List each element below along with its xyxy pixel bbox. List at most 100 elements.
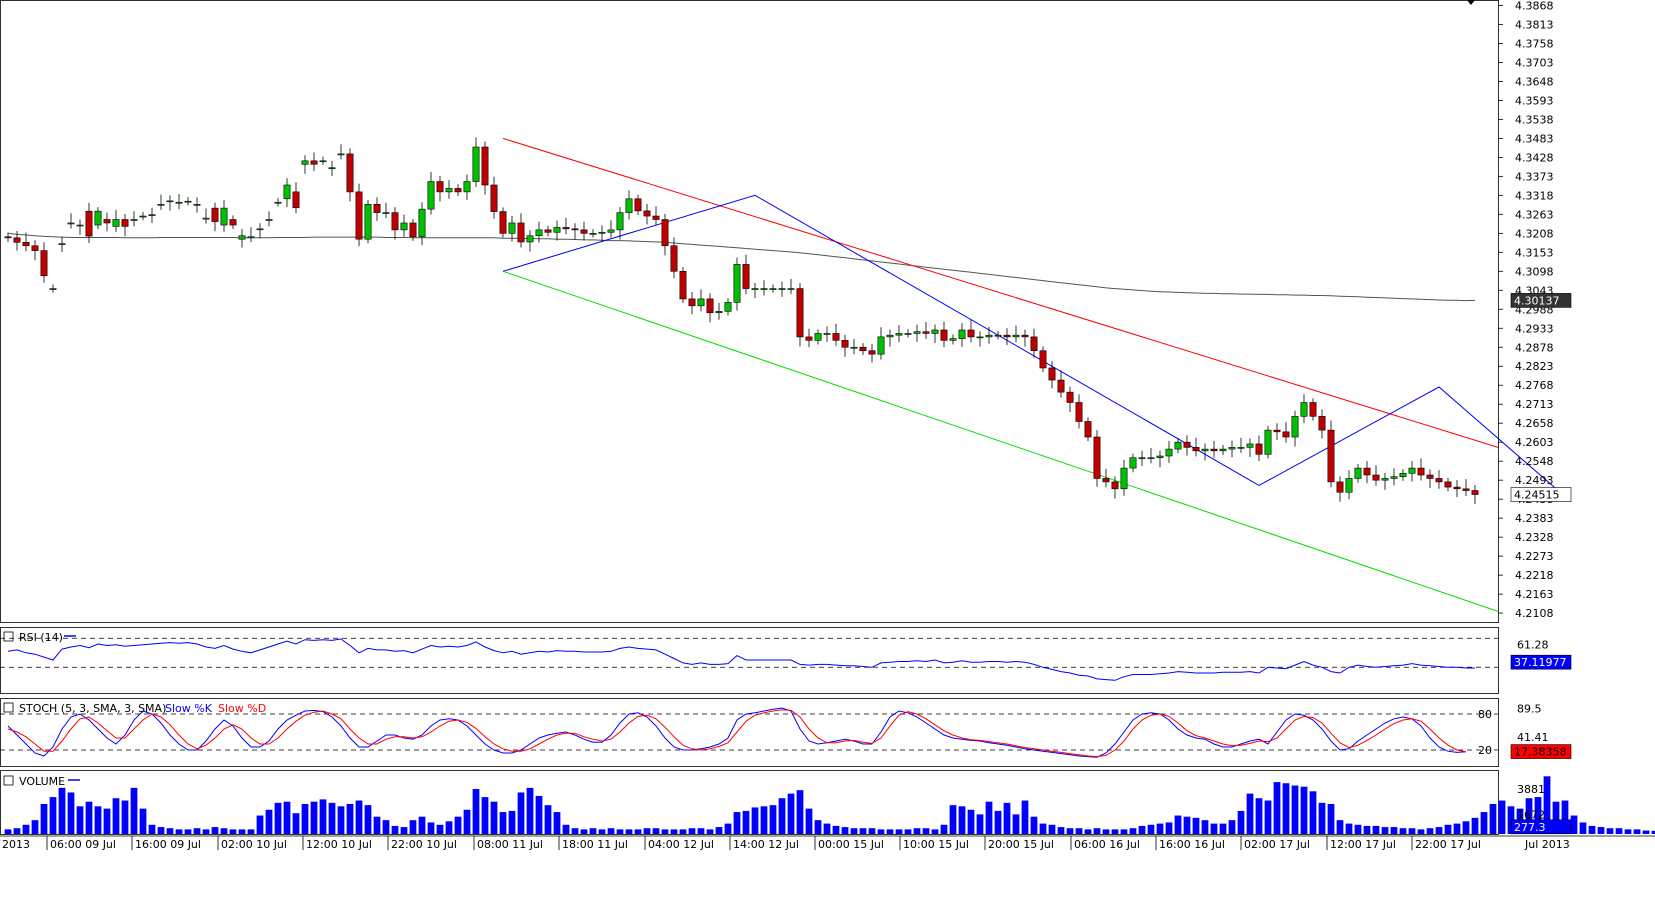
- candle-body: [1390, 476, 1398, 479]
- candle: [373, 197, 381, 221]
- volume-bar: [1237, 810, 1245, 834]
- candle-body: [418, 208, 426, 238]
- price-tick-label: 4.3208: [1515, 227, 1554, 240]
- candle-body: [922, 331, 930, 334]
- candle: [193, 197, 201, 213]
- candle: [625, 190, 633, 220]
- lower-channel-line: [502, 270, 1499, 612]
- candle-body: [1381, 478, 1389, 481]
- volume-bar: [643, 828, 651, 834]
- candle-body: [481, 146, 489, 186]
- rsi-collapse-icon[interactable]: [3, 631, 14, 642]
- volume-bar: [1606, 828, 1614, 834]
- volume-bar: [1561, 800, 1569, 834]
- candle: [1039, 346, 1047, 373]
- volume-title: VOLUME: [3, 775, 65, 788]
- price-current-label-box: [1510, 487, 1572, 502]
- volume-label: VOLUME: [19, 775, 65, 788]
- x-tick-label: 02:00 17 Jul: [1244, 838, 1310, 851]
- candle: [1282, 422, 1290, 443]
- volume-bar: [355, 800, 363, 834]
- volume-bar: [1354, 824, 1362, 834]
- candle: [1237, 437, 1245, 453]
- stoch-tick-label: 41.41: [1517, 731, 1549, 744]
- volume-bar: [949, 805, 957, 834]
- volume-collapse-icon[interactable]: [3, 775, 14, 786]
- candle: [256, 223, 264, 239]
- volume-bar: [490, 801, 498, 834]
- x-tick-label: 16:00 16 Jul: [1159, 838, 1225, 851]
- volume-bar: [634, 829, 642, 834]
- volume-bar: [1489, 804, 1497, 834]
- price-tick-label: 4.2383: [1515, 512, 1554, 525]
- volume-bar: [391, 825, 399, 834]
- candle-body: [1318, 416, 1326, 431]
- candle-body: [1291, 416, 1299, 438]
- candle: [1093, 430, 1101, 487]
- candle: [301, 155, 309, 174]
- volume-bar: [373, 816, 381, 834]
- volume-bar: [1390, 827, 1398, 834]
- candle-body: [904, 333, 912, 335]
- candle: [310, 152, 318, 172]
- candle-body: [1075, 402, 1083, 422]
- candle: [1057, 370, 1065, 398]
- candle: [1354, 463, 1362, 483]
- volume-panel: [4, 776, 1655, 834]
- candle: [58, 236, 66, 252]
- candle-body: [1354, 467, 1362, 479]
- stoch-collapse-icon[interactable]: [3, 702, 14, 713]
- volume-bar: [1408, 828, 1416, 834]
- candle-body: [58, 243, 66, 245]
- price-tick-label: 4.3538: [1515, 113, 1554, 126]
- candle-body: [679, 270, 687, 300]
- price-tick-label: 4.2548: [1515, 455, 1554, 468]
- candle-body: [823, 333, 831, 335]
- candle: [1120, 459, 1128, 496]
- candle-body: [571, 228, 579, 231]
- candle-body: [310, 160, 318, 165]
- candle-body: [652, 215, 660, 220]
- candle: [859, 343, 867, 355]
- candle-body: [886, 334, 894, 338]
- volume-bar: [859, 828, 867, 834]
- candle: [31, 240, 39, 261]
- candle-body: [778, 288, 786, 290]
- price-tick-label: 4.3648: [1515, 75, 1554, 88]
- candle: [4, 232, 12, 242]
- rsi-title: RSI (14): [3, 631, 63, 644]
- candle-body: [517, 222, 525, 243]
- axes: 4.3868 4.3813 4.3758 4.3703 4.3648 4.3593 4.35…: [2, 0, 1572, 851]
- volume-bar: [1444, 824, 1452, 834]
- candle-body: [670, 245, 678, 272]
- candle: [985, 326, 993, 344]
- rsi-current-label: 37.11977: [1510, 654, 1572, 670]
- stochastic-panel: [0, 707, 1498, 758]
- candle: [1003, 328, 1011, 346]
- volume-bar: [688, 828, 696, 834]
- candle-body: [643, 210, 651, 217]
- candle-body: [697, 298, 705, 307]
- candle-body: [787, 288, 795, 290]
- volume-bar: [76, 806, 84, 834]
- candle-body: [1372, 474, 1380, 481]
- candle: [1417, 458, 1425, 481]
- candle: [670, 237, 678, 279]
- volume-bar: [1156, 823, 1164, 834]
- volume-bar: [787, 793, 795, 834]
- candle-body: [814, 333, 822, 341]
- volume-bar: [1318, 802, 1326, 834]
- candle-body: [1156, 455, 1164, 459]
- candle-body: [445, 188, 453, 193]
- volume-bar: [985, 801, 993, 834]
- candle: [850, 338, 858, 355]
- volume-bar: [220, 828, 228, 834]
- rsi-label: RSI (14): [19, 631, 63, 644]
- volume-bar: [904, 829, 912, 834]
- volume-bar: [706, 829, 714, 834]
- candle-body: [229, 219, 237, 226]
- price-tick-label: 4.2823: [1515, 360, 1554, 373]
- candle-body: [1066, 391, 1074, 403]
